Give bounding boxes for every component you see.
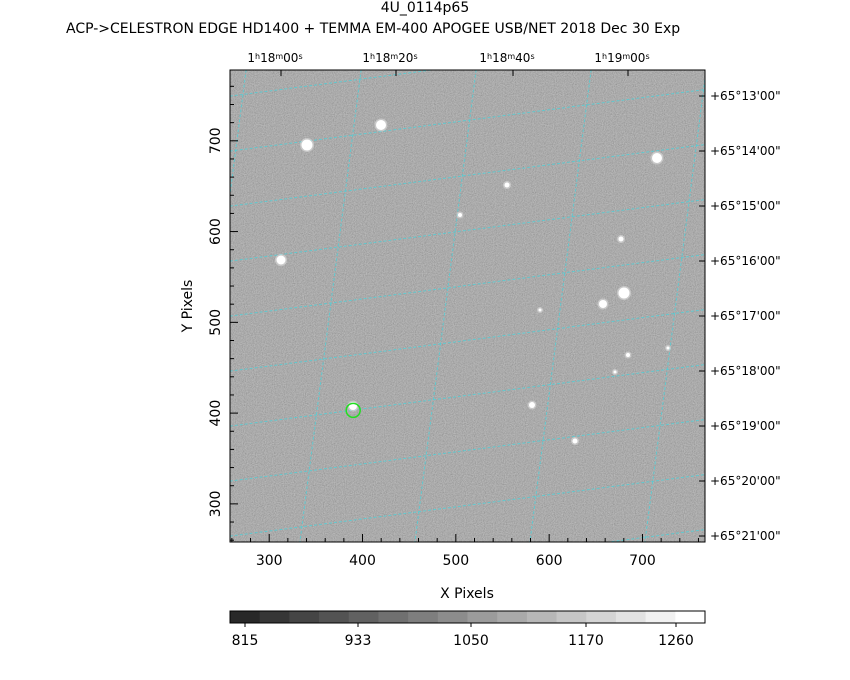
star (504, 182, 510, 188)
colorbar-tick-label: 815 (232, 633, 259, 649)
star (572, 438, 578, 444)
colorbar-tick-label: 1170 (568, 633, 604, 649)
star (529, 402, 535, 408)
y-axis-ticks: 300 400 500 600 700 (208, 85, 238, 541)
dec-grid-line (230, 474, 705, 537)
star (652, 153, 662, 163)
colorbar-swatch (348, 611, 379, 623)
stars-layer (275, 118, 671, 445)
ra-tick-label: 1h18m40s (479, 51, 534, 65)
image-frame (229, 69, 706, 543)
x-tick-label: 600 (536, 553, 563, 569)
ra-tick-label: 1h18m20s (362, 51, 417, 65)
colorbar-swatch (556, 611, 587, 623)
dec-grid-line (230, 309, 705, 372)
target-circle (345, 402, 361, 419)
colorbar: 815 933 1050 1170 1260 (229, 610, 706, 649)
colorbar-frame (229, 610, 706, 624)
colorbar-tick-label: 1260 (658, 633, 694, 649)
colorbar-tick-label: 933 (345, 633, 372, 649)
colorbar-swatch (645, 611, 676, 623)
ra-grid-line (65, 40, 135, 580)
ra-grid-line (644, 74, 705, 542)
dec-axis-ticks: +65°13'00" +65°14'00" +65°15'00" +65°16'00"… (699, 89, 781, 543)
y-tick-label: 700 (208, 127, 224, 154)
colorbar-swatch (675, 611, 706, 623)
ra-grid-line (299, 70, 362, 542)
ra-grid-line (529, 70, 592, 542)
ra-tick-label: 1h19m00s (594, 51, 649, 65)
star (626, 353, 630, 357)
dec-grid-line (230, 254, 705, 317)
ra-axis-ticks: 1h18m00s 1h18m20s 1h18m40s 1h19m00s (247, 51, 650, 76)
star (538, 308, 542, 312)
sky-image-noise (230, 70, 705, 542)
star (613, 370, 617, 374)
dec-grid-line (230, 144, 705, 207)
x-axis-ticks: 300 400 500 600 700 (231, 534, 699, 569)
x-tick-label: 300 (256, 553, 283, 569)
dec-grid-line (230, 199, 705, 262)
colorbar-swatch (526, 611, 558, 623)
star (618, 236, 624, 242)
dec-grid-line (230, 419, 705, 482)
ra-tick-label: 1h18m00s (247, 51, 302, 65)
x-tick-label: 400 (349, 553, 376, 569)
colorbar-swatch (408, 611, 439, 623)
colorbar-swatch (230, 611, 261, 623)
colorbar-swatch (289, 611, 320, 623)
dec-tick-label: +65°13'00" (710, 89, 781, 103)
star (301, 139, 313, 151)
star (599, 300, 607, 308)
dec-grid-line (230, 70, 436, 97)
y-tick-label: 500 (208, 309, 224, 336)
dec-tick-label: +65°18'00" (710, 364, 781, 378)
star (666, 346, 670, 350)
dec-tick-label: +65°17'00" (710, 309, 781, 323)
dec-grid-line (230, 364, 705, 427)
y-tick-label: 400 (208, 400, 224, 427)
dec-tick-label: +65°21'00" (710, 529, 781, 543)
dec-tick-label: +65°16'00" (710, 254, 781, 268)
image-title: 4U_0114p65 (380, 0, 470, 16)
x-axis-label: X Pixels (440, 586, 494, 602)
colorbar-swatch (437, 611, 468, 623)
colorbar-swatch (615, 611, 647, 623)
target-marker (345, 402, 361, 419)
colorbar-swatch (467, 611, 498, 623)
x-tick-label: 500 (442, 553, 469, 569)
coordinate-grid (65, 40, 705, 580)
star (458, 213, 462, 217)
star (376, 120, 386, 130)
y-tick-label: 600 (208, 218, 224, 245)
colorbar-swatch (319, 611, 350, 623)
image-subtitle: ACP->CELESTRON EDGE HD1400 + TEMMA EM-40… (66, 21, 681, 37)
colorbar-tick-label: 1050 (453, 633, 489, 649)
colorbar-swatch (378, 611, 409, 623)
y-tick-label: 300 (208, 491, 224, 518)
ra-grid-line (230, 70, 247, 199)
ra-grid-line (414, 70, 477, 542)
dec-tick-label: +65°20'00" (710, 474, 781, 488)
colorbar-swatch (497, 611, 528, 623)
dec-tick-label: +65°14'00" (710, 144, 781, 158)
dec-grid-line (230, 89, 705, 152)
y-axis-label: Y Pixels (180, 280, 196, 334)
star (276, 255, 286, 265)
dec-tick-label: +65°15'00" (710, 199, 781, 213)
dec-tick-label: +65°19'00" (710, 419, 781, 433)
colorbar-swatch (259, 611, 290, 623)
colorbar-swatch (586, 611, 617, 623)
star (618, 287, 630, 299)
x-tick-label: 700 (629, 553, 656, 569)
